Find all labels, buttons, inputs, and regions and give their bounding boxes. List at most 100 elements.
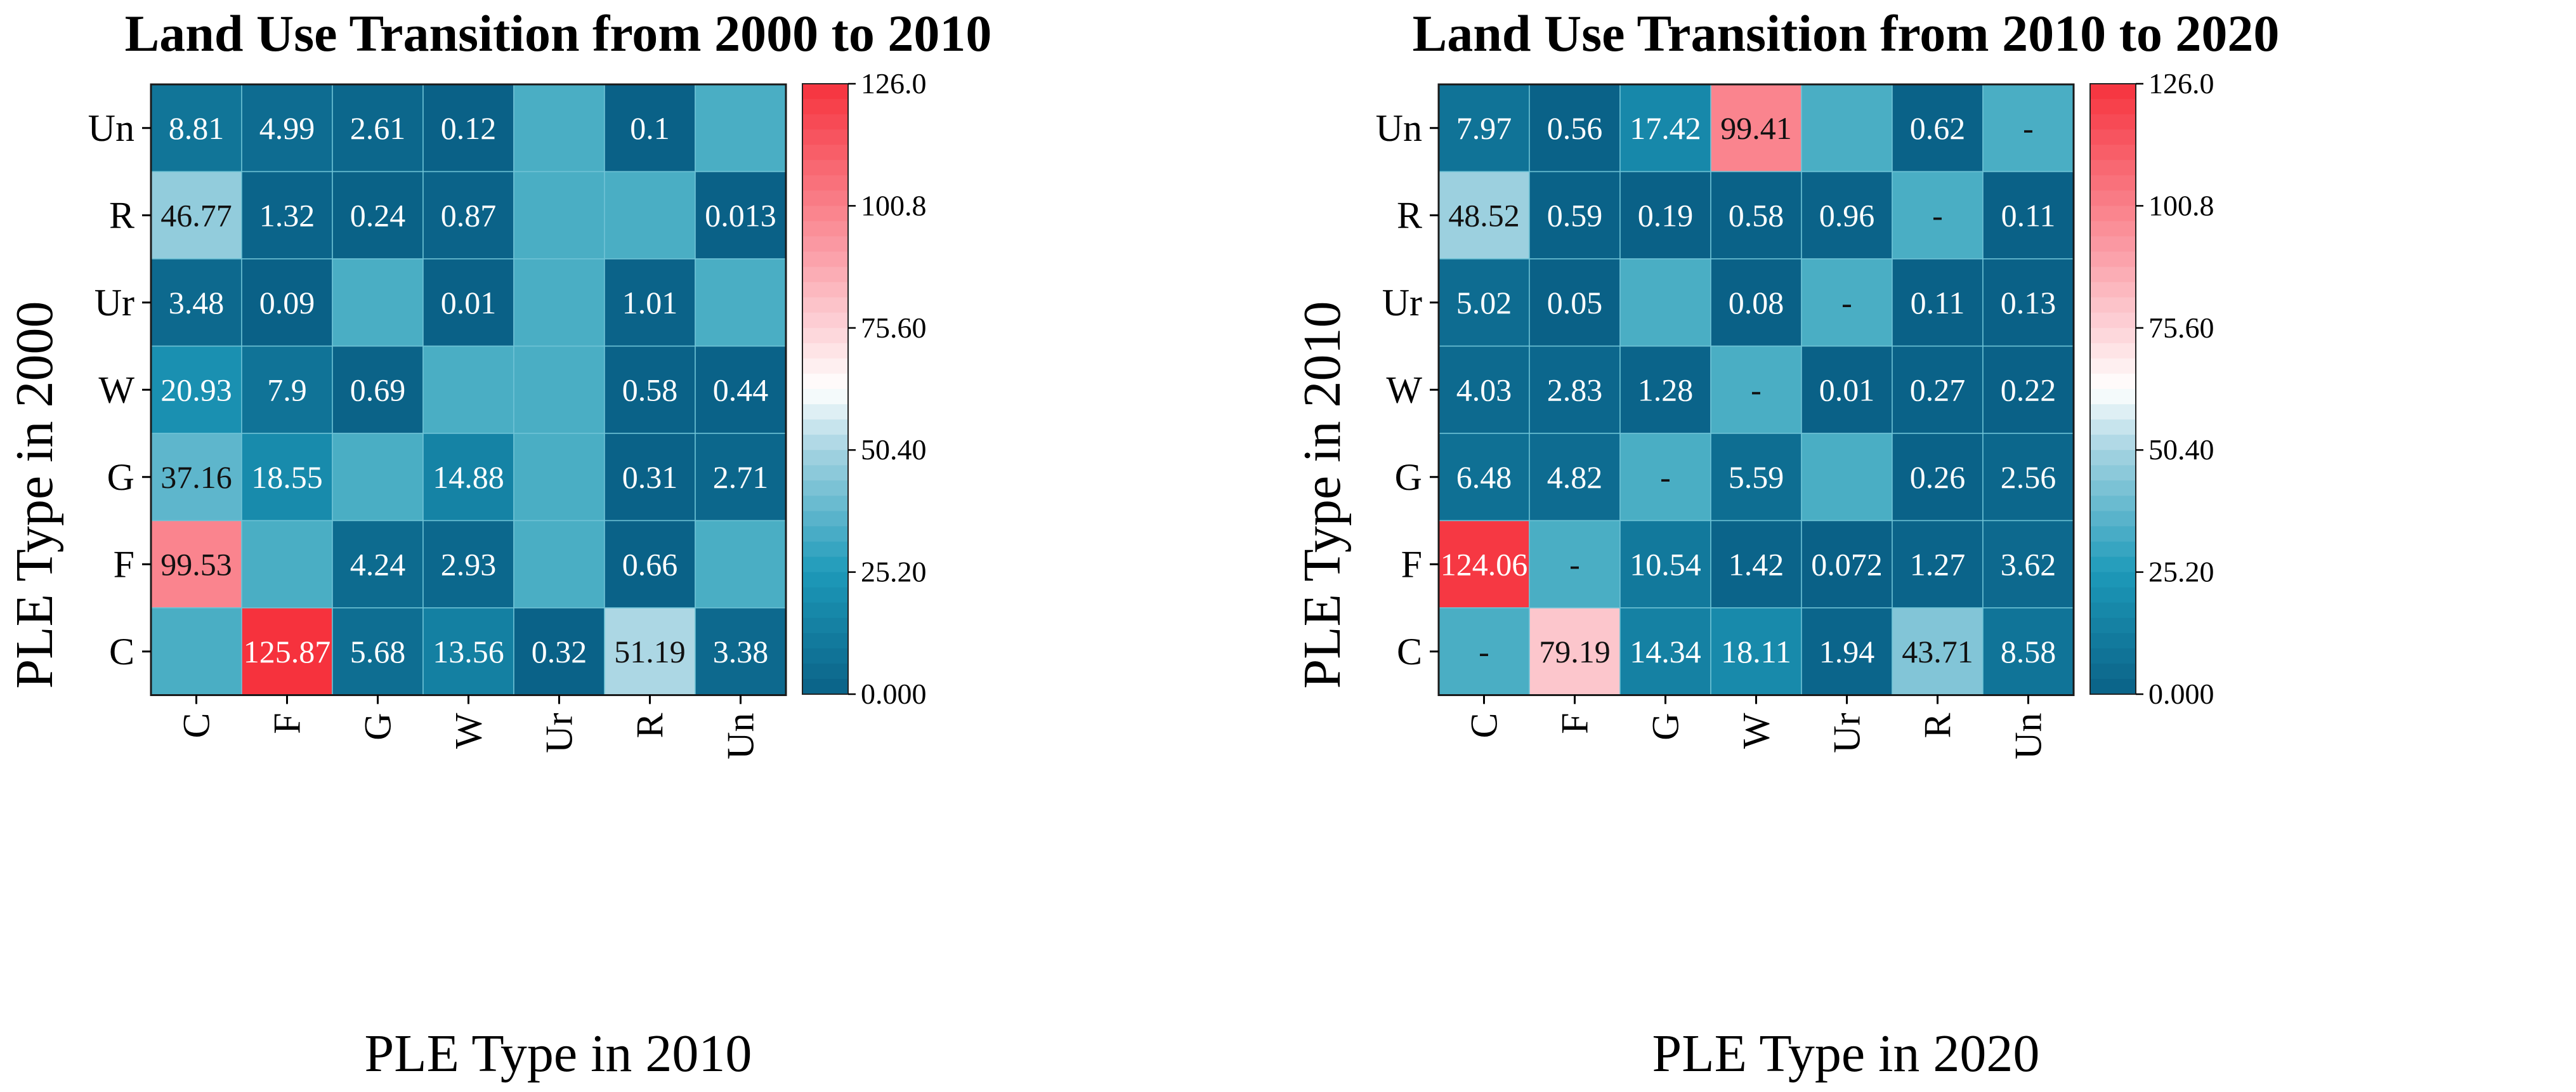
cell-label: 0.09 [259, 285, 315, 320]
colorbar-step [802, 129, 848, 145]
cell-label: 0.44 [713, 372, 769, 407]
colorbar-step [2090, 633, 2136, 649]
heatmap-panel-2010-2020: Land Use Transition from 2010 to 2020 PL… [1288, 0, 2575, 1092]
colorbar-tick-label: 25.20 [2148, 556, 2214, 588]
colorbar-step [802, 99, 848, 115]
cell-label: 125.87 [244, 634, 331, 669]
colorbar-step [2090, 617, 2136, 634]
heatmap-cell [1982, 171, 2074, 260]
heatmap-cell [695, 520, 787, 608]
colorbar-tick-label: 126.0 [2148, 67, 2214, 100]
cell-label: 1.01 [622, 285, 678, 320]
colorbar-step [802, 389, 848, 405]
colorbar-step [2090, 114, 2136, 130]
cell-label: 0.26 [1910, 459, 1966, 495]
heatmap-cell [1892, 607, 1984, 696]
cell-label: 0.01 [1819, 372, 1875, 407]
colorbar-step [2090, 465, 2136, 481]
heatmap-cell [513, 345, 605, 434]
colorbar-tick-label: 50.40 [861, 433, 927, 466]
colorbar-tick-label: 0.000 [861, 678, 927, 710]
colorbar-step [802, 602, 848, 619]
heatmap-cell [150, 520, 242, 608]
y-tick-label: C [109, 631, 134, 673]
x-tick-label: W [1736, 713, 1777, 749]
colorbar-step [2090, 404, 2136, 420]
cell-label: - [1841, 285, 1852, 320]
x-tick-label: Un [2008, 713, 2050, 760]
heatmap-cell [604, 607, 696, 696]
colorbar-step [2090, 175, 2136, 191]
heatmap-cell [604, 258, 696, 347]
x-tick-label: Ur [539, 713, 580, 753]
cell-label: 2.56 [2001, 459, 2056, 495]
heatmap-cell [1892, 433, 1984, 522]
heatmap-cell [1438, 345, 1530, 434]
heatmap-cell [604, 171, 696, 260]
heatmap-cell [604, 433, 696, 522]
x-tick-label: R [629, 713, 671, 739]
heatmap-cell [332, 607, 424, 696]
y-tick-label: Un [1376, 107, 1422, 149]
cell-label: 0.08 [1729, 285, 1784, 320]
cell-label: 0.01 [441, 285, 497, 320]
heatmap-cell [1438, 258, 1530, 347]
cell-label: - [1479, 634, 1489, 669]
cell-label: 1.32 [259, 197, 315, 233]
colorbar-step [2090, 678, 2136, 695]
y-tick-label: G [107, 456, 134, 498]
colorbar-step [2090, 480, 2136, 496]
colorbar-step [2090, 389, 2136, 405]
x-axis-label: PLE Type in 2010 [365, 1024, 752, 1083]
cell-label: 0.87 [441, 197, 497, 233]
colorbar-step [2090, 221, 2136, 237]
colorbar-step [802, 373, 848, 390]
colorbar-step [802, 465, 848, 481]
heatmap-cell [150, 345, 242, 434]
heatmap-cell [695, 171, 787, 260]
x-tick-label: F [1554, 713, 1596, 734]
y-tick-label: F [114, 543, 134, 585]
y-axis-label: PLE Type in 2000 [5, 301, 64, 689]
y-tick-label: R [1397, 194, 1422, 236]
x-axis-label: PLE Type in 2020 [1652, 1024, 2040, 1083]
cell-label: 10.54 [1630, 546, 1701, 582]
colorbar-step [802, 206, 848, 222]
colorbar-tick-label: 75.60 [2148, 312, 2214, 344]
cell-label: 37.16 [160, 459, 232, 495]
colorbar-border [2089, 83, 2136, 695]
cell-label: 0.1 [630, 110, 670, 146]
colorbar-step [2090, 496, 2136, 511]
heatmap-cell [422, 607, 514, 696]
cell-label: 0.58 [1729, 197, 1784, 233]
cell-label: 46.77 [160, 197, 232, 233]
heatmap-cell [1710, 258, 1802, 347]
heatmap-cell [150, 607, 242, 696]
cell-label: 0.27 [1910, 372, 1966, 407]
heatmap-cell [1438, 433, 1530, 522]
heatmap-cell [150, 84, 242, 173]
colorbar-step [802, 251, 848, 268]
colorbar-step [802, 160, 848, 176]
cell-label: 0.072 [1811, 546, 1883, 582]
cell-label: 2.83 [1547, 372, 1603, 407]
heatmap-cell [241, 520, 333, 608]
heatmap-cell [1801, 433, 1893, 522]
heatmap-cell [1892, 345, 1984, 434]
colorbar-step [2090, 145, 2136, 161]
x-tick-label: G [1645, 713, 1687, 740]
cell-label: 0.58 [622, 372, 678, 407]
cell-label: 0.62 [1910, 110, 1966, 146]
cell-label: 0.31 [622, 459, 678, 495]
heatmap-cell [332, 433, 424, 522]
colorbar-step [802, 114, 848, 130]
heatmap-cell [1710, 433, 1802, 522]
colorbar-step [2090, 84, 2136, 100]
colorbar-step [802, 236, 848, 253]
colorbar-step [802, 572, 848, 588]
cell-label: 5.68 [350, 634, 406, 669]
colorbar-step [802, 84, 848, 100]
heatmap-cell [1710, 345, 1802, 434]
heatmap-cell [1710, 607, 1802, 696]
heatmap-cell [695, 258, 787, 347]
